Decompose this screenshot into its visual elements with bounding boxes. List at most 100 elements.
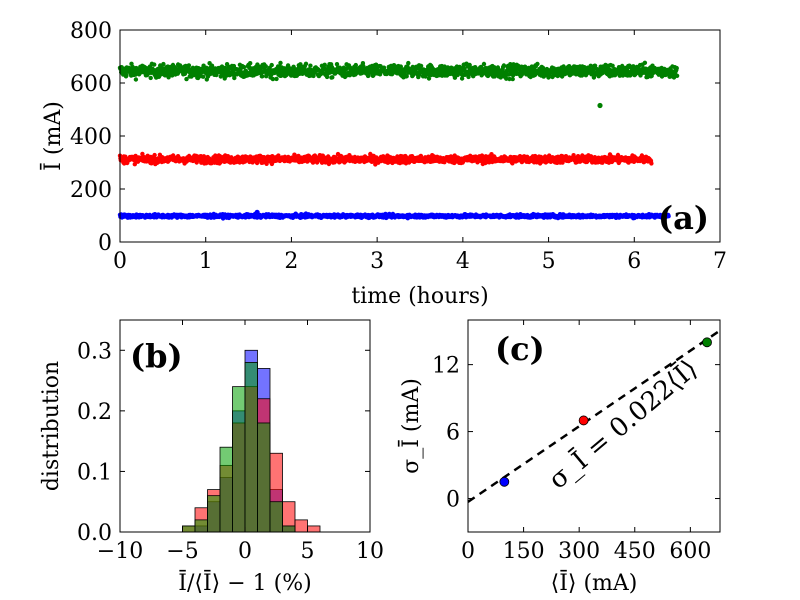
panel-a-point: [510, 76, 515, 82]
panel-b-bar: [307, 525, 321, 533]
panel-a-xtick-label: 3: [370, 249, 384, 274]
panel-a-point: [588, 63, 593, 68]
panel-c-label: (c): [495, 330, 545, 368]
panel-a-point: [398, 64, 403, 69]
panel-a-xtick-label: 7: [713, 249, 727, 274]
panel-c-ylabel: σ_Ī (mA): [398, 378, 424, 474]
panel-b-bar: [269, 501, 283, 533]
panel-b-ytick-label: 0.0: [77, 521, 112, 546]
panel-c-ytick-label: 6: [446, 421, 460, 446]
panel-a-point: [674, 65, 679, 71]
panel-a-label: (a): [658, 199, 709, 237]
panel-b-xtick-label: −5: [166, 539, 198, 564]
panel-a-xtick-label: 0: [113, 249, 127, 274]
panel-b-bar: [207, 495, 221, 533]
panel-a-point: [322, 62, 327, 67]
panel-b-bar: [282, 525, 296, 533]
panel-a-point: [592, 63, 598, 68]
panel-b-bar: [219, 446, 233, 533]
panel-a-point: [277, 69, 282, 75]
panel-c-ytick-label: 12: [432, 354, 460, 379]
panel-a-point: [186, 63, 192, 68]
panel-a-point: [406, 60, 411, 66]
panel-b-ytick-label: 0.1: [77, 460, 112, 485]
panel-c-xtick-label: 150: [503, 539, 545, 564]
panel-a-point: [184, 76, 189, 82]
panel-a-point: [381, 65, 387, 70]
panel-b-label: (b): [130, 337, 183, 375]
panel-a-point: [674, 73, 680, 79]
panel-a-point: [232, 75, 237, 81]
panel-c-point: [702, 337, 712, 348]
panel-a-data: [117, 60, 680, 221]
panel-a-point: [148, 75, 153, 81]
panel-a-point: [610, 63, 615, 68]
panel-a-point: [201, 74, 206, 79]
panel-a-point: [535, 61, 540, 67]
panel-a-point: [298, 62, 303, 67]
panel-a-point: [522, 64, 528, 69]
panel-a-outlier-point: [597, 102, 603, 109]
panel-a-point: [248, 61, 253, 66]
panel-a-point: [507, 76, 512, 82]
panel-a-point: [501, 63, 507, 68]
panel-b-xtick-label: 10: [356, 539, 384, 564]
panel-a-point: [467, 62, 472, 68]
panel-b-histogram: −10 −5 0 5 100.00.10.20.3 Ī/⟨Ī⟩ − 1 (%) dist…: [39, 319, 384, 596]
panel-c-xtick-label: 450: [614, 539, 656, 564]
panel-b-data: [182, 349, 321, 533]
panel-a-point: [466, 74, 471, 80]
panel-b-xtick-label: 0: [238, 539, 252, 564]
panel-b-xlabel: Ī/⟨Ī⟩ − 1 (%): [178, 570, 311, 596]
panel-a-point: [263, 64, 268, 69]
panel-a-point: [269, 62, 274, 68]
panel-a-point: [133, 77, 139, 82]
panel-a-xtick-label: 4: [456, 249, 470, 274]
panel-c-point: [578, 415, 589, 426]
panel-a-point: [241, 64, 247, 70]
panel-a-point: [152, 152, 157, 158]
panel-a-point: [274, 76, 279, 82]
panel-c-xtick-label: 0: [461, 539, 475, 564]
panel-a-ticks: 0 1 2 3 4 5 6 7 0 200 400 600 800: [70, 19, 727, 274]
panel-a-xtick-label: 2: [284, 249, 298, 274]
panel-a-ytick-label: 200: [70, 178, 112, 203]
panel-a-point: [278, 60, 283, 66]
panel-b-bar: [182, 525, 196, 533]
panel-c-ytick-label: 0: [446, 488, 460, 513]
panel-b-ytick-label: 0.3: [77, 339, 112, 364]
panel-a-point: [161, 61, 166, 67]
panel-a-point: [308, 63, 313, 68]
panel-a-point: [270, 76, 276, 82]
panel-a-xtick-label: 5: [542, 249, 556, 274]
panel-a-xtick-label: 6: [627, 249, 641, 274]
panel-a-xlabel: time (hours): [351, 284, 488, 309]
panel-a-point: [418, 63, 424, 69]
panel-b-bar: [244, 361, 258, 533]
panel-a-point: [615, 152, 621, 158]
panel-a-point: [452, 75, 458, 80]
panel-a-point: [260, 74, 265, 79]
panel-b-bar: [294, 519, 308, 533]
panel-a-time-series: 0 1 2 3 4 5 6 7 0 200 400 600 800 time (hours) Ī (mA…: [40, 19, 727, 309]
panel-a-point: [334, 61, 340, 67]
panel-a-ylabel: Ī (mA): [40, 101, 66, 171]
panel-a-point: [152, 62, 157, 67]
panel-c-xtick-label: 600: [669, 539, 711, 564]
panel-c-point: [499, 476, 510, 487]
panel-a-point: [620, 63, 625, 69]
panel-a-point: [330, 75, 335, 80]
panel-a-point: [140, 151, 145, 157]
panel-b-xtick-label: 5: [301, 539, 315, 564]
panel-a-outlier-point: [254, 209, 260, 215]
panel-a-point: [642, 60, 648, 65]
panel-b-bar: [194, 519, 208, 533]
panel-b-bar: [257, 422, 271, 533]
panel-c-fit-annotation: σ_Ī = 0.022⟨Ī⟩: [543, 353, 704, 495]
panel-a-ytick-label: 400: [70, 125, 112, 150]
panel-c-xlabel: ⟨Ī⟩ (mA): [551, 570, 638, 596]
panel-b-ylabel: distribution: [39, 361, 64, 491]
panel-a-ytick-label: 0: [98, 231, 112, 256]
